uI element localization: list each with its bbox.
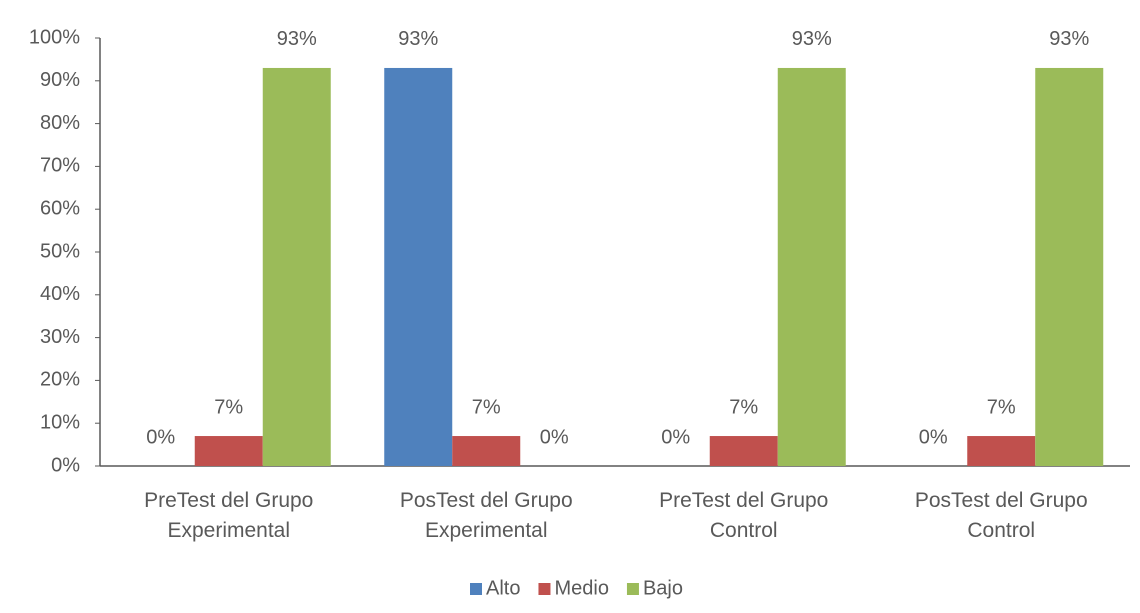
data-label: 7% [729,396,758,418]
legend-swatch [626,583,639,595]
data-label: 7% [472,396,501,418]
legend-swatch [470,583,482,595]
bar [1035,67,1104,467]
bar [967,436,1036,466]
data-label: 7% [987,396,1016,418]
data-label: 0% [661,426,690,448]
y-tick-label: 80% [40,112,80,134]
x-tick-label: PosTest del Grupo Experimental [399,489,573,542]
y-tick-label: 50% [40,240,80,262]
data-label: 93% [398,28,438,50]
x-tick-label: PosTest del Grupo Control [914,489,1088,542]
data-label: 7% [214,396,243,418]
bar [384,67,453,467]
bar [777,67,846,467]
data-label: 0% [146,426,175,448]
data-label: 0% [540,426,569,448]
data-label: 0% [919,426,948,448]
bar [709,436,778,466]
legend-label: Alto [486,577,520,599]
y-tick-label: 90% [40,69,80,91]
y-tick-label: 30% [40,326,80,348]
legend-swatch [538,583,551,595]
x-tick-label: PreTest del Grupo Control [659,489,829,542]
bar [194,436,263,466]
legend-label: Bajo [643,577,683,599]
x-tick-label: PreTest del Grupo Experimental [144,489,314,542]
bar [262,67,331,467]
y-tick-label: 10% [40,411,80,433]
data-label: 93% [277,28,317,50]
y-tick-label: 60% [40,197,80,219]
bar [452,436,521,466]
legend-label: Medio [554,577,608,599]
y-tick-label: 70% [40,155,80,177]
data-label: 93% [1049,28,1089,50]
y-tick-label: 40% [40,283,80,305]
y-tick-label: 100% [29,26,80,48]
y-tick-label: 0% [51,454,80,476]
y-tick-label: 20% [40,369,80,391]
data-label: 93% [792,28,832,50]
